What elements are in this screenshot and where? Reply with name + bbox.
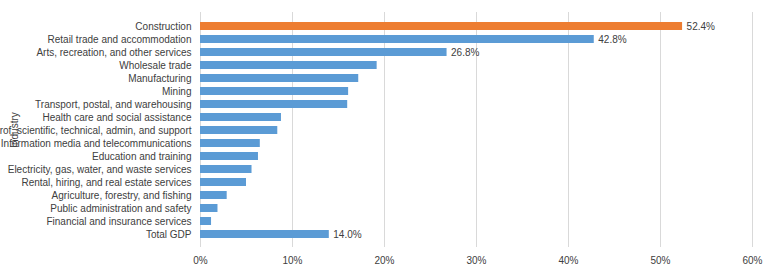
svg-text:Financial and insurance servic: Financial and insurance services (46, 216, 191, 227)
svg-text:0%: 0% (193, 255, 208, 266)
svg-text:20%: 20% (374, 255, 394, 266)
svg-text:50%: 50% (650, 255, 670, 266)
svg-text:Wholesale trade: Wholesale trade (119, 60, 192, 71)
svg-text:Transport, postal, and warehou: Transport, postal, and warehousing (35, 99, 191, 110)
svg-text:40%: 40% (558, 255, 578, 266)
svg-text:Public administration and safe: Public administration and safety (50, 203, 191, 214)
svg-text:42.8%: 42.8% (598, 34, 626, 45)
svg-text:10%: 10% (282, 255, 302, 266)
svg-text:Total GDP: Total GDP (146, 229, 192, 240)
svg-text:52.4%: 52.4% (687, 21, 715, 32)
svg-text:60%: 60% (742, 255, 762, 266)
svg-text:Rental, hiring, and real estat: Rental, hiring, and real estate services (21, 177, 191, 188)
svg-text:Prof, scientific, technical, a: Prof, scientific, technical, admin, and … (0, 125, 192, 136)
svg-text:Information media and telecomm: Information media and telecommunications (1, 138, 192, 149)
svg-text:Agriculture, forestry, and fis: Agriculture, forestry, and fishing (52, 190, 192, 201)
svg-text:Retail trade and accommodation: Retail trade and accommodation (48, 34, 192, 45)
svg-text:Manufacturing: Manufacturing (128, 73, 191, 84)
svg-text:14.0%: 14.0% (333, 229, 361, 240)
svg-text:Education and training: Education and training (92, 151, 192, 162)
svg-text:Industry: Industry (9, 112, 20, 148)
svg-text:30%: 30% (466, 255, 486, 266)
svg-text:Construction: Construction (135, 21, 191, 32)
svg-text:Mining: Mining (162, 86, 191, 97)
svg-text:Electricity, gas, water, and w: Electricity, gas, water, and waste servi… (8, 164, 192, 175)
svg-text:26.8%: 26.8% (451, 47, 479, 58)
svg-text:Health care and social assista: Health care and social assistance (43, 112, 192, 123)
svg-text:Arts, recreation, and other se: Arts, recreation, and other services (36, 47, 191, 58)
